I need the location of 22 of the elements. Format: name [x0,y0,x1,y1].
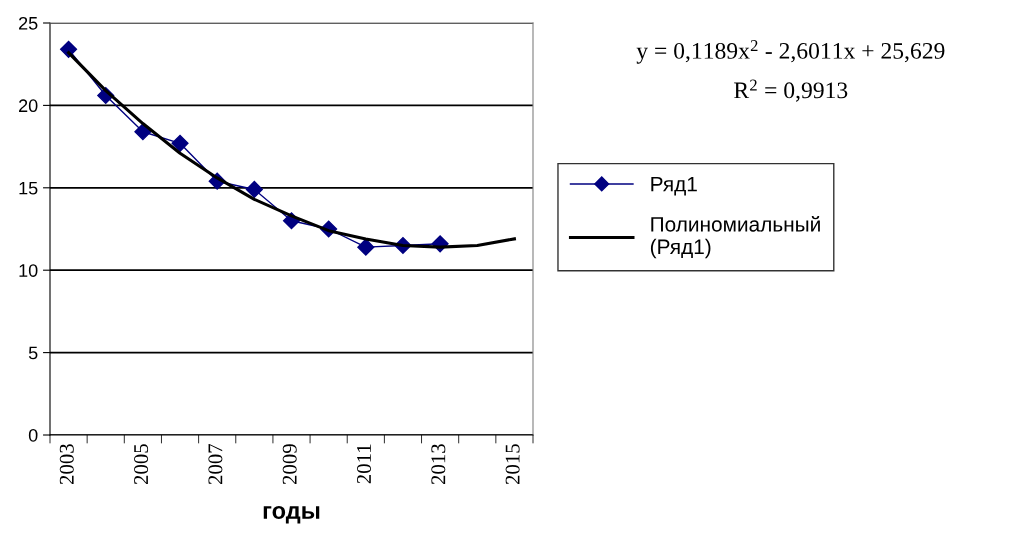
text: y = 0,1189x$^{2}$ - 2,6011x + 25,629 [636,40,945,64]
y-tick-label: 10 [19,264,38,277]
x-tick-label: 2003 [59,444,74,485]
x-tick-label: 2013 [431,444,446,485]
y-tick-label: 15 [19,181,38,195]
x-tick-label: 2011 [356,444,372,484]
y-tick-label: 5 [28,346,38,360]
x-axis-title: годы [263,506,320,524]
x-tick-label: 2015 [505,444,520,485]
y-tick-label: 20 [19,99,38,113]
point [357,238,375,256]
legend-label: Ряд1 [651,176,697,196]
legend-label: Полиномиальный (Ряд1) [650,216,820,259]
point [171,134,189,152]
x-tick-label: 2005 [134,444,149,485]
x-tick-label: 2007 [208,443,223,485]
x-tick-label: 2009 [282,444,297,485]
point [245,180,263,199]
point [134,123,152,141]
text: R$^{2}$ = 0,9913 [734,79,848,102]
y-tick-label: 0 [28,428,38,442]
y-tick-label: 25 [19,16,38,30]
